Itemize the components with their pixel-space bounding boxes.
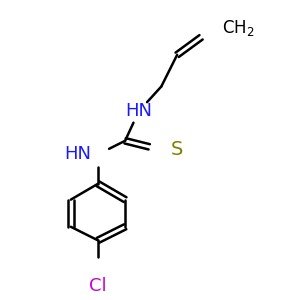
Text: CH$_2$: CH$_2$ [222,18,255,38]
Text: S: S [170,140,183,159]
Text: Cl: Cl [89,277,107,295]
Text: HN: HN [125,102,152,120]
Text: HN: HN [64,146,91,164]
